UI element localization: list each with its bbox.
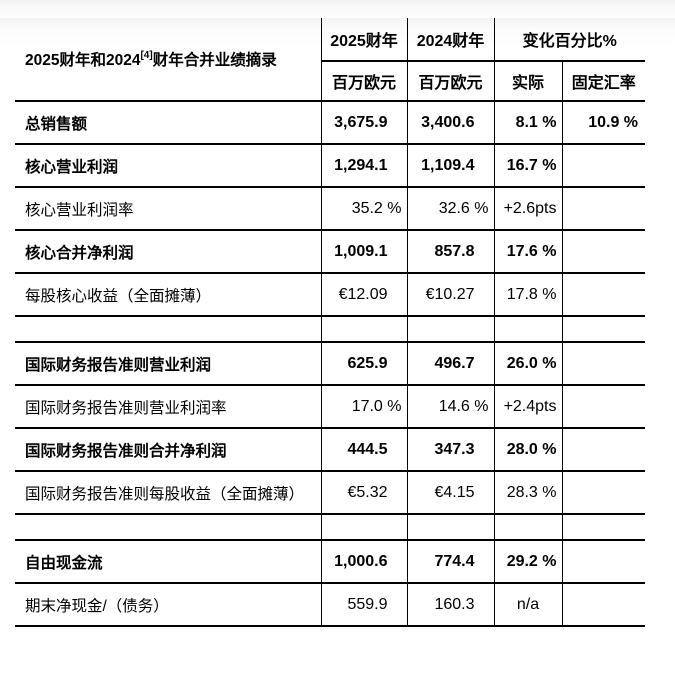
- col-header-change-percent: 变化百分比%: [493, 18, 646, 62]
- col-header-fixed-rate: 固定汇率: [561, 61, 646, 102]
- value-fy2025: €12.09: [320, 273, 407, 317]
- row-label: 每股核心收益（全面摊薄）: [15, 273, 321, 317]
- value-actual: 26.0 %: [493, 342, 562, 386]
- empty-cell: [561, 187, 646, 231]
- spacer-cell: [406, 514, 494, 541]
- empty-cell: [561, 583, 646, 627]
- value-fy2024: 160.3: [406, 583, 494, 627]
- value-fy2025: 625.9: [320, 342, 407, 386]
- row-label: 总销售额: [15, 101, 321, 145]
- value-fy2025: 3,675.9: [320, 101, 407, 145]
- spacer-cell: [15, 514, 321, 541]
- empty-cell: [561, 144, 646, 188]
- value-fy2024: 774.4: [406, 540, 494, 584]
- table-row: 每股核心收益（全面摊薄） €12.09 €10.27 17.8 %: [15, 273, 646, 317]
- table-row: 自由现金流 1,000.6 774.4 29.2 %: [15, 540, 646, 584]
- empty-cell: [561, 428, 646, 472]
- value-fixed-rate: 10.9 %: [561, 101, 646, 145]
- report-title-footnote: [4]: [140, 49, 153, 61]
- value-actual: 8.1 %: [493, 101, 562, 145]
- value-fy2024: 3,400.6: [406, 101, 494, 145]
- value-actual: 16.7 %: [493, 144, 562, 188]
- spacer-cell: [320, 316, 407, 343]
- value-fy2024: 347.3: [406, 428, 494, 472]
- spacer-cell: [493, 514, 562, 541]
- spacer-cell: [406, 316, 494, 343]
- report-title: 2025财年和2024[4]财年合并业绩摘录: [15, 18, 321, 102]
- row-label: 期末净现金/（债务）: [15, 583, 321, 627]
- value-fy2024: 496.7: [406, 342, 494, 386]
- spacer-cell: [320, 514, 407, 541]
- value-fy2024: 1,109.4: [406, 144, 494, 188]
- value-fy2024: €4.15: [406, 471, 494, 515]
- col-header-unit-fy2024: 百万欧元: [406, 61, 494, 102]
- row-label: 国际财务报告准则合并净利润: [15, 428, 321, 472]
- table-row: 国际财务报告准则营业利润 625.9 496.7 26.0 %: [15, 342, 646, 386]
- value-fy2025: 559.9: [320, 583, 407, 627]
- value-actual: +2.6pts: [493, 187, 562, 231]
- value-fy2024: 857.8: [406, 230, 494, 274]
- row-label: 国际财务报告准则每股收益（全面摊薄）: [15, 471, 321, 515]
- empty-cell: [561, 273, 646, 317]
- value-fy2025: 17.0 %: [320, 385, 407, 429]
- table-row: 核心营业利润 1,294.1 1,109.4 16.7 %: [15, 144, 646, 188]
- value-actual: 17.8 %: [493, 273, 562, 317]
- value-actual: 28.0 %: [493, 428, 562, 472]
- spacer-cell: [15, 316, 321, 343]
- spacer-cell: [561, 316, 646, 343]
- value-actual: 29.2 %: [493, 540, 562, 584]
- report-title-prefix: 2025财年和2024: [25, 52, 141, 69]
- table-row: 国际财务报告准则合并净利润 444.5 347.3 28.0 %: [15, 428, 646, 472]
- table-row: 国际财务报告准则每股收益（全面摊薄） €5.32 €4.15 28.3 %: [15, 471, 646, 515]
- value-fy2025: €5.32: [320, 471, 407, 515]
- value-fy2024: 14.6 %: [406, 385, 494, 429]
- value-fy2025: 1,294.1: [320, 144, 407, 188]
- col-header-fy2024: 2024财年: [406, 18, 494, 62]
- report-title-suffix: 财年合并业绩摘录: [152, 52, 277, 69]
- row-label: 核心营业利润: [15, 144, 321, 188]
- col-header-actual: 实际: [493, 61, 562, 102]
- value-fy2025: 35.2 %: [320, 187, 407, 231]
- value-fy2024: 32.6 %: [406, 187, 494, 231]
- table-body: 总销售额 3,675.9 3,400.6 8.1 % 10.9 % 核心营业利润 1,294…: [15, 101, 646, 627]
- value-fy2025: 1,000.6: [320, 540, 407, 584]
- header-row-years: 2025财年和2024[4]财年合并业绩摘录 2025财年 2024财年 变化百…: [15, 18, 646, 102]
- col-header-unit-fy2025: 百万欧元: [320, 61, 407, 102]
- spacer-cell: [493, 316, 562, 343]
- row-label: 自由现金流: [15, 540, 321, 584]
- value-fy2024: €10.27: [406, 273, 494, 317]
- spacer-cell: [561, 514, 646, 541]
- header-row-units: 百万欧元 百万欧元 实际 固定汇率: [15, 61, 646, 102]
- value-actual: +2.4pts: [493, 385, 562, 429]
- spacer-row: [15, 316, 646, 343]
- value-actual: 17.6 %: [493, 230, 562, 274]
- row-label: 核心营业利润率: [15, 187, 321, 231]
- table-row: 核心合并净利润 1,009.1 857.8 17.6 %: [15, 230, 646, 274]
- value-fy2025: 444.5: [320, 428, 407, 472]
- empty-cell: [561, 342, 646, 386]
- financial-summary-table: 2025财年和2024[4]财年合并业绩摘录 2025财年 2024财年 变化百…: [15, 18, 646, 627]
- col-header-fy2025: 2025财年: [320, 18, 407, 62]
- table-row: 总销售额 3,675.9 3,400.6 8.1 % 10.9 %: [15, 101, 646, 145]
- table-row: 期末净现金/（债务） 559.9 160.3 n/a: [15, 583, 646, 627]
- row-label: 国际财务报告准则营业利润率: [15, 385, 321, 429]
- table-header: 2025财年和2024[4]财年合并业绩摘录 2025财年 2024财年 变化百…: [15, 18, 646, 102]
- table-row: 核心营业利润率 35.2 % 32.6 % +2.6pts: [15, 187, 646, 231]
- table-row: 国际财务报告准则营业利润率 17.0 % 14.6 % +2.4pts: [15, 385, 646, 429]
- spacer-row: [15, 514, 646, 541]
- empty-cell: [561, 471, 646, 515]
- row-label: 核心合并净利润: [15, 230, 321, 274]
- empty-cell: [561, 540, 646, 584]
- row-label: 国际财务报告准则营业利润: [15, 342, 321, 386]
- value-actual: n/a: [493, 583, 562, 627]
- value-fy2025: 1,009.1: [320, 230, 407, 274]
- value-actual: 28.3 %: [493, 471, 562, 515]
- empty-cell: [561, 385, 646, 429]
- page: { "table": { "title_prefix": "2025财年和202…: [0, 18, 675, 675]
- empty-cell: [561, 230, 646, 274]
